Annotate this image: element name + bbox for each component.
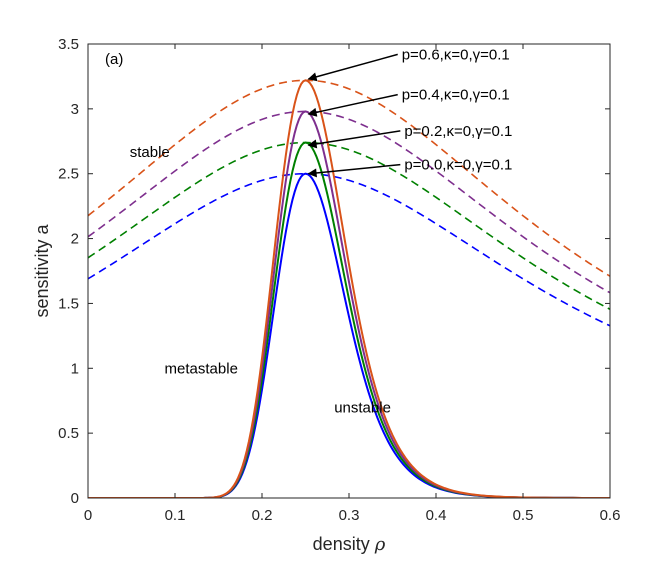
x-axis-label: density ρ bbox=[313, 534, 386, 555]
annotations: p=0.0,κ=0,γ=0.1 p=0.2,κ=0,γ=0.1 p=0.4,κ=0,… bbox=[307, 46, 512, 178]
y-tick-label: 1.5 bbox=[58, 295, 79, 312]
series-annotation: p=0.2,κ=0,γ=0.1 bbox=[404, 123, 512, 140]
x-axis-label-text: density bbox=[313, 534, 370, 554]
region-label: stable bbox=[130, 144, 170, 161]
axes: 0 0.1 0.2 0.3 0.4 0.5 0.6 0 0.5 1 1.5 2 2.5 3 3.5 bbox=[58, 36, 620, 524]
x-tick-label: 0 bbox=[84, 507, 92, 524]
series-annotation: p=0.6,κ=0,γ=0.1 bbox=[402, 46, 510, 63]
x-tick-label: 0.6 bbox=[600, 507, 621, 524]
y-tick-label: 0.5 bbox=[58, 425, 79, 442]
region-label: unstable bbox=[334, 399, 391, 416]
plot-area bbox=[88, 44, 610, 498]
x-tick-label: 0.4 bbox=[426, 507, 447, 524]
annotation-arrow bbox=[307, 163, 401, 178]
y-tick-label: 3.5 bbox=[58, 36, 79, 53]
x-tick-label: 0.3 bbox=[339, 507, 360, 524]
annotation-arrow bbox=[307, 130, 401, 149]
y-tick-label: 2 bbox=[71, 231, 79, 248]
x-tick-label: 0.2 bbox=[252, 507, 273, 524]
region-label: metastable bbox=[165, 360, 238, 377]
y-tick-label: 1 bbox=[71, 360, 79, 377]
annotation-arrow bbox=[307, 53, 398, 82]
neutral-stability-curve bbox=[88, 79, 610, 277]
series-annotation: p=0.0,κ=0,γ=0.1 bbox=[404, 157, 512, 174]
x-axis-label-symbol: ρ bbox=[374, 534, 386, 555]
annotation-arrow bbox=[307, 93, 398, 117]
y-tick-label: 3 bbox=[71, 101, 79, 118]
x-tick-label: 0.5 bbox=[513, 507, 534, 524]
region-labels: stable metastable unstable bbox=[130, 144, 391, 417]
neutral-stability-curve bbox=[88, 110, 610, 294]
x-tick-label: 0.1 bbox=[165, 507, 186, 524]
panel-label: (a) bbox=[105, 51, 123, 68]
neutral-stability-curve bbox=[88, 172, 610, 327]
y-tick-label: 2.5 bbox=[58, 166, 79, 183]
neutral-stability-curve bbox=[88, 141, 610, 310]
series-annotation: p=0.4,κ=0,γ=0.1 bbox=[402, 87, 510, 104]
y-axis-label: sensitivity a bbox=[32, 224, 52, 318]
y-tick-label: 0 bbox=[71, 490, 79, 507]
